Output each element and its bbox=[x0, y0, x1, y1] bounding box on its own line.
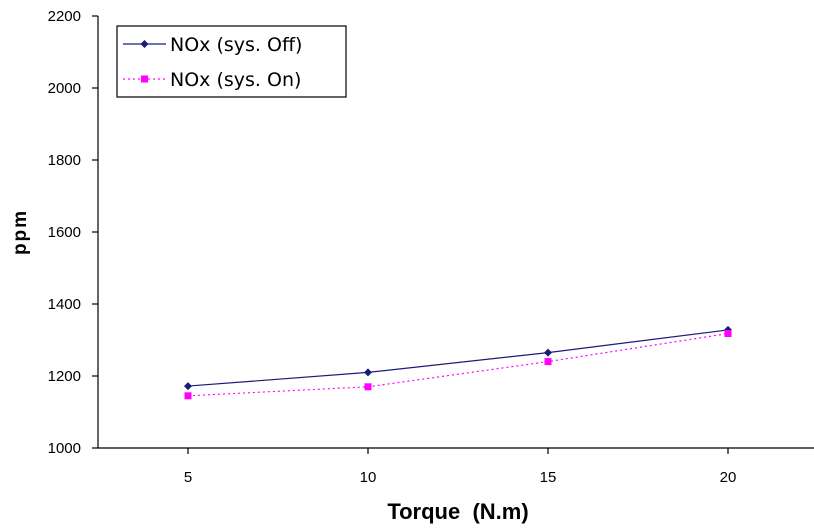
series-nox-sys-off bbox=[184, 325, 732, 391]
y-tick-label: 1000 bbox=[48, 440, 81, 457]
series-layer bbox=[184, 325, 732, 400]
x-axis-title: Torque (N.m) bbox=[387, 499, 528, 524]
data-point bbox=[364, 383, 372, 391]
series-line bbox=[187, 332, 729, 397]
legend-label: NOx (sys. On) bbox=[170, 69, 301, 91]
y-tick-label: 1400 bbox=[48, 296, 81, 313]
x-tick-label: 20 bbox=[720, 469, 737, 486]
x-ticks: 5 10 15 20 bbox=[184, 448, 737, 486]
data-point bbox=[184, 382, 192, 391]
legend-box bbox=[116, 25, 347, 98]
data-point bbox=[184, 392, 192, 400]
data-point bbox=[364, 368, 372, 377]
y-tick-label: 2200 bbox=[48, 8, 81, 25]
y-ticks: 1000 1200 1400 1600 1800 2000 2200 bbox=[48, 8, 98, 457]
x-tick-label: 15 bbox=[540, 469, 557, 486]
x-tick-label: 10 bbox=[360, 469, 377, 486]
y-axis-title: ppm bbox=[10, 209, 31, 255]
legend-swatch-marker bbox=[140, 40, 149, 48]
y-tick-label: 1200 bbox=[48, 368, 81, 385]
data-point bbox=[544, 358, 552, 366]
y-tick-label: 1600 bbox=[48, 224, 81, 241]
data-point bbox=[724, 330, 732, 338]
series-line bbox=[187, 329, 729, 387]
legend-label: NOx (sys. Off) bbox=[170, 34, 302, 56]
legend-swatch-marker bbox=[141, 75, 148, 83]
y-tick-label: 2000 bbox=[48, 80, 81, 97]
x-tick-label: 5 bbox=[184, 469, 192, 486]
legend: NOx (sys. Off) NOx (sys. On) bbox=[116, 25, 347, 98]
data-point bbox=[544, 348, 552, 357]
series-nox-sys-on bbox=[184, 330, 732, 400]
y-tick-label: 1800 bbox=[48, 152, 81, 169]
